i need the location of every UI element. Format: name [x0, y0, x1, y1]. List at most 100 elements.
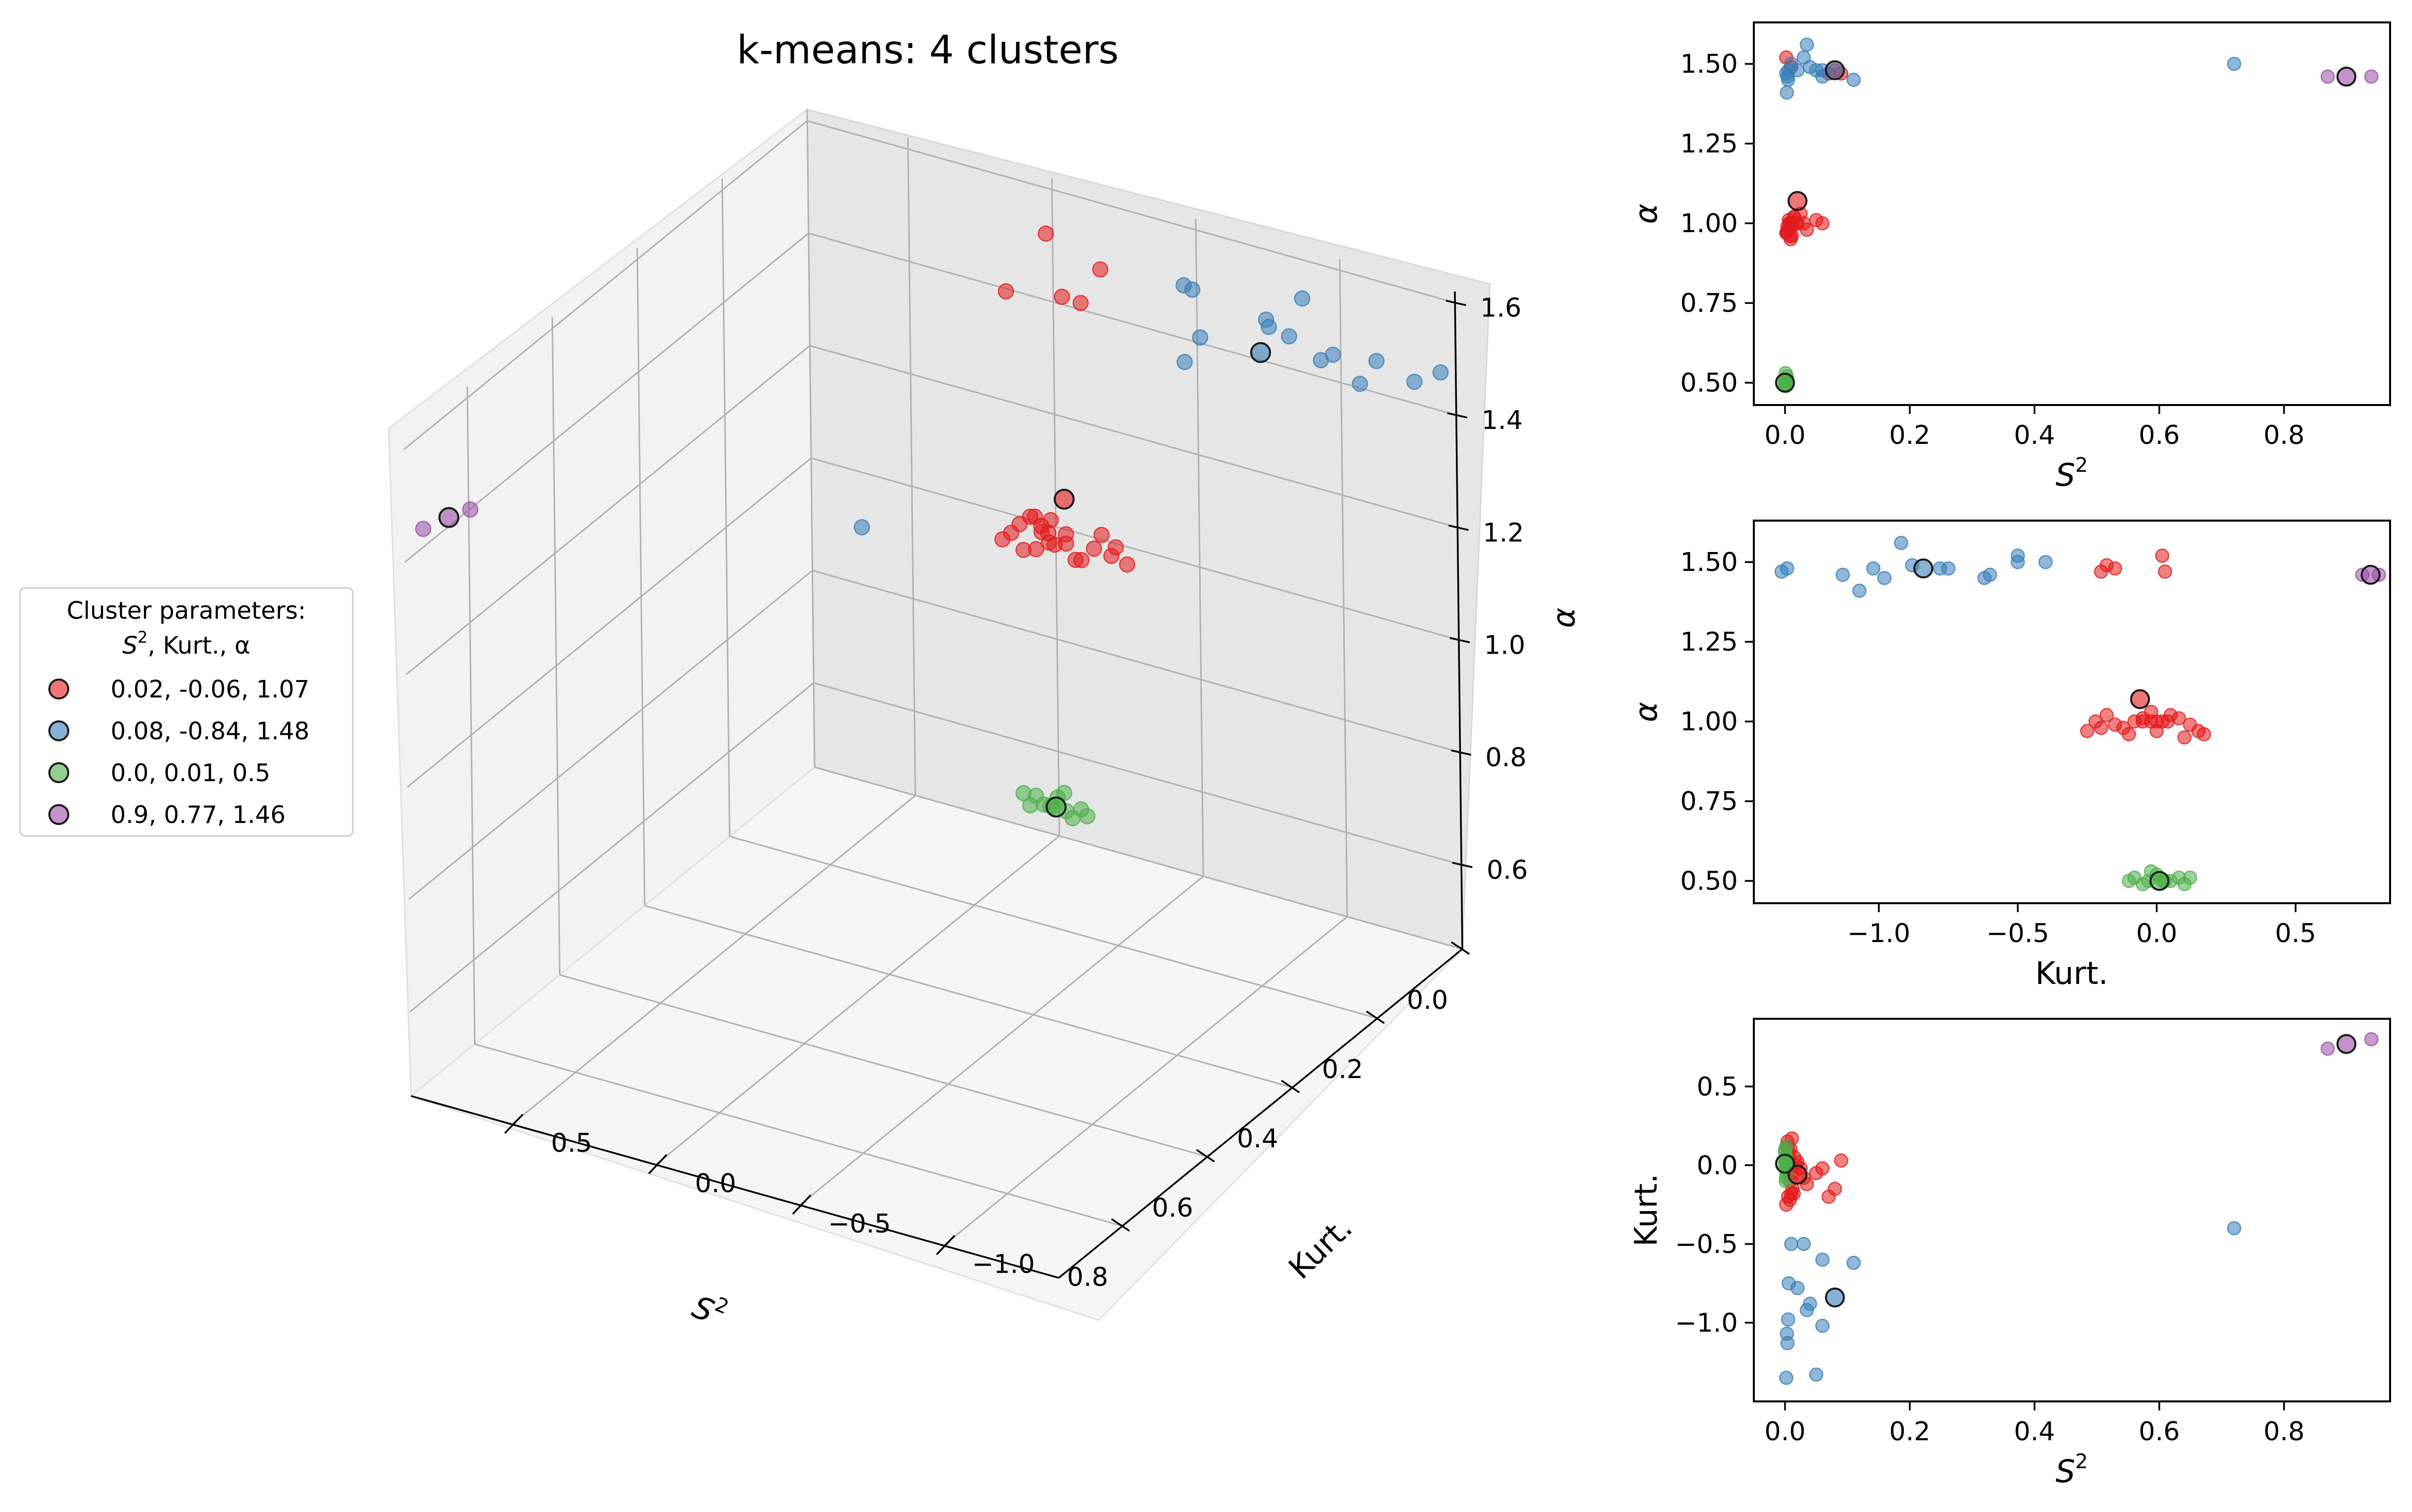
grid-line [551, 317, 561, 975]
x-tick-label: −0.5 [1986, 919, 2049, 949]
data-point [2116, 720, 2130, 735]
grid-line [811, 457, 1459, 641]
data-point-3d [1058, 535, 1074, 552]
grid-line [407, 457, 812, 788]
x-tick-label-3d: 0.2 [1322, 1055, 1363, 1085]
panel-frame [1753, 520, 2391, 904]
legend-label: 0.02, -0.06, 1.07 [111, 676, 309, 703]
data-point [2320, 1041, 2335, 1056]
grid-line [812, 569, 1460, 753]
grid-line [408, 569, 813, 900]
z-tick-label-3d: 1.2 [1483, 518, 1524, 548]
x-tick-3d [1366, 1010, 1385, 1024]
y-tick-3d [504, 1113, 524, 1134]
x-tick-label-3d: 0.4 [1237, 1124, 1278, 1154]
grid-line [636, 248, 646, 906]
x-tick-label: 0.8 [2264, 420, 2305, 450]
x-tick-label: 0.5 [2275, 919, 2316, 949]
data-point-3d [1040, 534, 1057, 551]
x-tick-label-3d: 0.6 [1152, 1193, 1193, 1223]
x-tick-label: 0.4 [2014, 420, 2055, 450]
data-point-3d [994, 531, 1011, 548]
centroid [1787, 1164, 1808, 1185]
data-point [2320, 69, 2335, 84]
y-tick-label: 1.25 [1680, 627, 1738, 657]
z-tick-label-3d: 1.0 [1484, 630, 1526, 660]
y-tick-label: 1.00 [1680, 707, 1738, 737]
panel-s2-kurt: 0.0 0.2 0.4 0.6 0.8 −1.0 −0.5 0.0 0.5 S2 Kurt. [1628, 1018, 2391, 1490]
z-tick-label-3d: 1.6 [1480, 293, 1522, 323]
y-tick-label: 1.50 [1680, 49, 1738, 79]
centroid [2360, 564, 2381, 585]
points-3d [415, 225, 1449, 826]
data-point [1779, 1139, 1794, 1154]
panel-frame [1753, 21, 2391, 406]
data-point [2127, 870, 2142, 885]
centroid [1775, 373, 1795, 393]
data-point-3d [1352, 376, 1368, 392]
z-axis-label-3d: α [1546, 608, 1582, 628]
x-tick-3d [1280, 1080, 1300, 1094]
data-point [2183, 717, 2197, 732]
legend-marker [48, 679, 69, 699]
y-tick-3d [936, 1235, 956, 1255]
data-point-3d [1054, 288, 1070, 305]
centroid-3d [1045, 796, 1067, 818]
z-axis-line-3d [1454, 291, 1463, 950]
data-point-3d [1119, 556, 1135, 573]
panel-xlabel: Kurt. [2035, 955, 2108, 991]
data-point [1933, 561, 1947, 576]
y-tick-label-3d: −0.5 [828, 1209, 891, 1239]
panel-s2-alpha: 0.0 0.2 0.4 0.6 0.8 0.50 0.75 1.00 1.25 1.50 S2 α [1628, 21, 2391, 493]
grid-line [511, 795, 916, 1125]
grid-line [907, 137, 916, 796]
legend-marker [48, 720, 69, 741]
x-tick-label: 0.0 [1764, 420, 1806, 450]
centroid-3d [438, 507, 459, 528]
grid-line [799, 875, 1204, 1206]
data-point-3d [1067, 551, 1084, 568]
data-point-3d [1176, 354, 1193, 370]
data-point [2364, 1032, 2379, 1047]
data-point [2155, 549, 2169, 563]
data-point-3d [1192, 329, 1208, 346]
grid-line [729, 835, 1378, 1019]
x-tick-label: 0.2 [1889, 420, 1931, 450]
centroid [1825, 60, 1845, 80]
centroid [2336, 1034, 2357, 1054]
data-point [1784, 1186, 1799, 1201]
panel-frame [1753, 1018, 2391, 1402]
grid-line [644, 905, 1293, 1089]
data-point [2038, 554, 2053, 569]
data-point-3d [1073, 801, 1090, 818]
data-point-3d [1093, 527, 1110, 543]
y-tick-label: 1.50 [1680, 548, 1738, 577]
data-point [1852, 583, 1867, 598]
data-point [2227, 56, 2242, 71]
data-point [1894, 536, 1908, 550]
y-tick-label: 0.50 [1680, 866, 1738, 896]
y-tick-label: 0.75 [1680, 787, 1738, 817]
data-point-3d [1261, 319, 1277, 335]
data-point [1800, 1303, 1814, 1317]
grid-line [655, 835, 1060, 1166]
x-tick-label: 0.2 [1889, 1417, 1931, 1447]
centroid [1775, 1153, 1795, 1174]
z-tick-label-3d: 0.6 [1487, 855, 1528, 885]
centroid-3d [1250, 342, 1272, 363]
data-point [1846, 72, 1861, 87]
data-point-3d [1294, 290, 1310, 307]
data-point [2144, 714, 2158, 729]
z-tick-label-3d: 0.8 [1485, 743, 1527, 773]
data-point [1834, 1153, 1848, 1168]
data-point-3d [1072, 294, 1089, 311]
panel-xlabel: S2 [2056, 1450, 2088, 1490]
data-point [1800, 37, 1814, 52]
centroid [1825, 1287, 1845, 1308]
data-point [1800, 222, 1814, 237]
z-tick-3d [1447, 412, 1468, 418]
data-point-3d [1092, 261, 1109, 277]
grid-line [403, 120, 808, 450]
panel-ylabel: Kurt. [1628, 1174, 1664, 1246]
